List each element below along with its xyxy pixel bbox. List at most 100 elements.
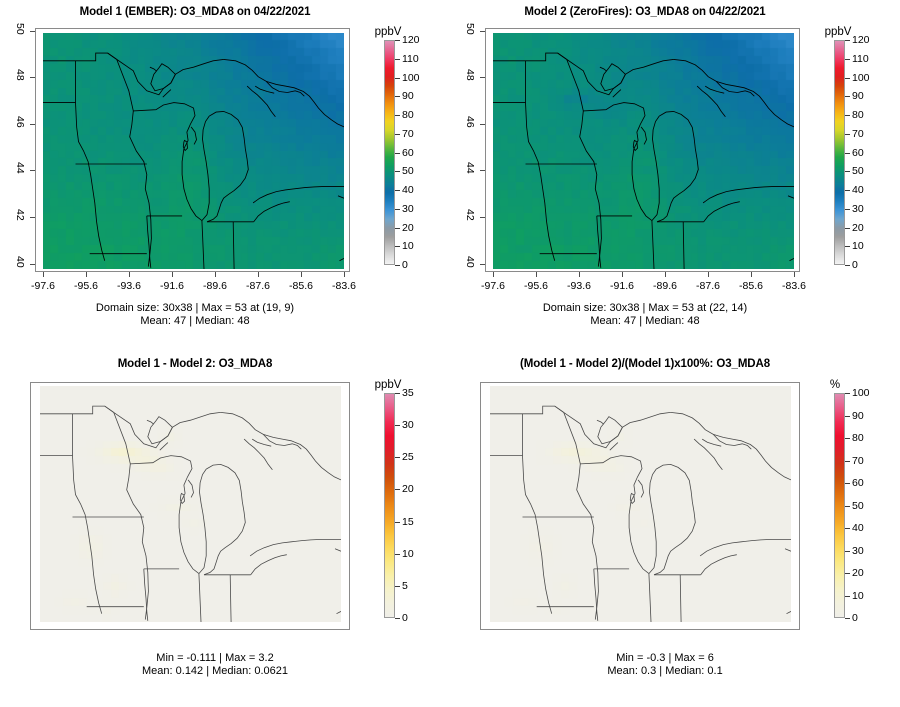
- boundary-path: [789, 258, 794, 262]
- boundary-path: [786, 611, 791, 615]
- boundary-path: [628, 493, 650, 574]
- colorbar-gradient-percent-difference: [834, 393, 845, 618]
- colorbar-tick: [395, 58, 400, 60]
- x-tick-label: -95.6: [74, 280, 98, 292]
- boundary-path: [640, 126, 647, 145]
- percent-difference-raster: [490, 386, 791, 622]
- boundary-path: [656, 110, 699, 223]
- colorbar-tick-label: 60: [402, 146, 414, 159]
- boundary-path: [178, 493, 200, 574]
- colorbar-tick: [845, 460, 850, 462]
- colorbar-tick: [845, 208, 850, 210]
- colorbar-unit-label: ppbV: [374, 26, 402, 38]
- colorbar-tick: [395, 190, 400, 191]
- panel-stats-model1: Domain size: 30x38 | Max = 53 at (19, 9)…: [0, 302, 390, 327]
- x-tick-label: -97.6: [31, 280, 55, 292]
- y-tick-label: 46: [464, 116, 476, 128]
- colorbar-tick: [845, 595, 850, 597]
- colorbar-unit-label: ppbV: [824, 26, 852, 38]
- boundary-path: [190, 126, 197, 145]
- boundary-path: [149, 66, 158, 72]
- boundary-path: [337, 195, 344, 199]
- boundary-path: [181, 140, 203, 221]
- boundary-path: [198, 573, 202, 622]
- colorbar-tick-label: 0: [402, 612, 408, 624]
- colorbar-tick: [395, 265, 400, 266]
- colorbar-tick-label: 40: [402, 184, 414, 196]
- colorbar-tick: [845, 265, 850, 266]
- boundary-path: [147, 416, 173, 445]
- boundary-path: [713, 434, 752, 450]
- panel-stats-difference: Min = -0.111 | Max = 3.2 Mean: 0.142 | M…: [0, 652, 430, 677]
- map-frame-percent-difference: [480, 382, 800, 630]
- colorbar-tick-label: 0: [852, 259, 858, 271]
- y-tick-label: 42: [14, 209, 26, 221]
- boundary-path: [673, 58, 794, 128]
- panel-stats-model2: Domain size: 30x38 | Max = 53 at (22, 14…: [450, 302, 840, 327]
- colorbar-tick: [395, 208, 400, 210]
- colorbar-tick: [395, 227, 400, 229]
- boundary-path: [187, 479, 194, 498]
- colorbar-tick-label: 20: [852, 221, 864, 234]
- colorbar-tick-label: 60: [852, 477, 864, 489]
- colorbar-tick: [395, 393, 400, 394]
- colorbar-tick-label: 50: [852, 499, 864, 512]
- boundary-path: [206, 110, 249, 223]
- stats-line-2: Mean: 0.3 | Median: 0.1: [607, 664, 723, 677]
- boundary-path: [179, 492, 185, 505]
- boundary-path: [596, 215, 602, 268]
- x-tick-label: -91.6: [610, 280, 634, 292]
- boundary-path: [580, 455, 643, 494]
- colorbar-tick-label: 100: [402, 71, 420, 84]
- boundary-path: [522, 413, 553, 614]
- x-tick-label: -97.6: [481, 280, 505, 292]
- colorbar-gradient-model1: [384, 40, 395, 265]
- colorbar-gradient-model2: [834, 40, 845, 265]
- y-tick-label: 50: [464, 23, 476, 35]
- boundary-path: [670, 412, 791, 481]
- colorbar-tick-label: 110: [402, 52, 419, 65]
- map-raster-model2: [493, 33, 794, 269]
- colorbar-tick: [845, 77, 850, 79]
- colorbar-tick: [395, 246, 400, 248]
- colorbar-tick: [845, 115, 850, 116]
- x-tick-label: -85.6: [289, 280, 313, 292]
- stats-line-1: Min = -0.111 | Max = 3.2: [156, 652, 274, 664]
- colorbar-tick: [395, 77, 400, 79]
- boundary-path: [490, 405, 671, 449]
- colorbar-unit-label: ppbV: [374, 379, 402, 391]
- colorbar-tick-label: 70: [852, 454, 864, 467]
- boundary-path: [263, 434, 302, 450]
- boundary-path: [715, 81, 755, 97]
- boundary-path: [220, 412, 341, 481]
- colorbar-tick: [395, 585, 400, 587]
- boundary-path: [265, 81, 305, 97]
- boundary-path: [223, 58, 344, 128]
- boundary-path: [107, 52, 152, 267]
- boundary-path: [130, 455, 193, 494]
- boundary-path: [699, 539, 791, 557]
- colorbar-tick: [395, 553, 400, 555]
- y-tick-label: 46: [14, 116, 26, 128]
- colorbar-tick: [845, 528, 850, 529]
- boundary-path: [702, 185, 794, 204]
- state-boundaries-difference: [40, 405, 341, 622]
- boundary-path: [249, 539, 341, 557]
- boundary-path: [159, 442, 169, 451]
- boundary-path: [150, 63, 176, 92]
- map-raster-percent-difference: [490, 386, 791, 622]
- colorbar-tick-label: 60: [852, 146, 864, 159]
- boundary-path: [72, 413, 103, 614]
- x-tick-label: -89.6: [653, 280, 677, 292]
- boundary-path: [246, 85, 276, 118]
- colorbar-tick-label: 50: [402, 165, 414, 178]
- map-frame-model2: [485, 28, 800, 272]
- colorbar-tick-label: 70: [852, 127, 864, 140]
- boundary-path: [631, 140, 653, 221]
- boundary-path: [203, 463, 246, 576]
- map-raster-difference: [40, 386, 341, 622]
- colorbar-tick: [395, 40, 400, 41]
- colorbar-tick-label: 100: [852, 71, 870, 84]
- boundary-path: [334, 548, 341, 552]
- boundary-path: [232, 221, 235, 269]
